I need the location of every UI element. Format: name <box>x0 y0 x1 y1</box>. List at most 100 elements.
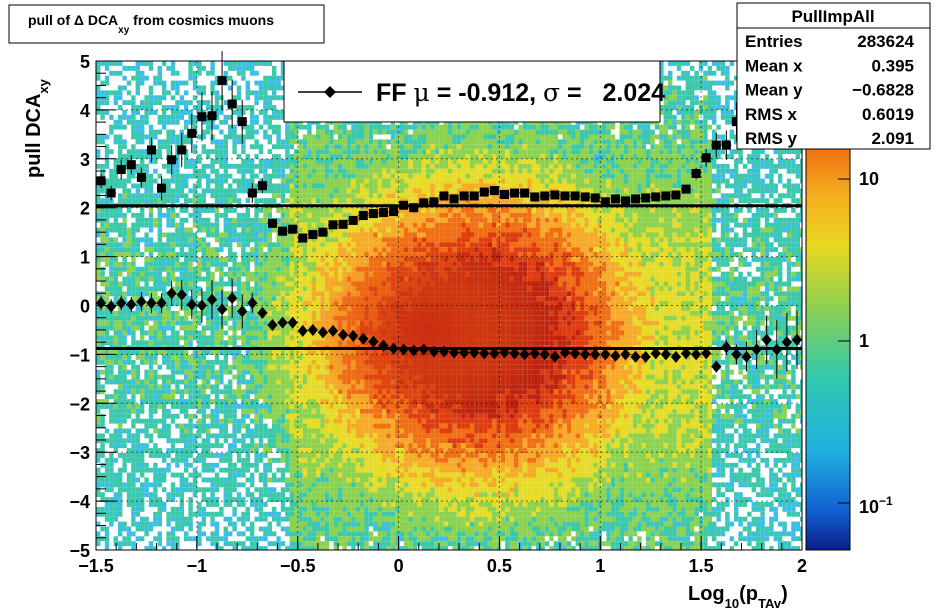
heatmap-cell <box>263 404 268 409</box>
heatmap-cell <box>153 310 158 316</box>
heatmap-cell <box>329 154 334 159</box>
heatmap-cell <box>263 173 268 179</box>
heatmap-cell <box>135 301 140 306</box>
heatmap-cell <box>184 340 189 346</box>
heatmap-cell <box>126 438 132 444</box>
heatmap-cell <box>307 453 312 458</box>
heatmap-cell <box>276 276 281 282</box>
heatmap-cell <box>263 394 268 400</box>
heatmap-cell <box>360 227 365 233</box>
heatmap-cell <box>245 296 250 302</box>
heatmap-cell <box>184 217 189 223</box>
heatmap-cell <box>148 408 154 414</box>
heatmap-cell <box>96 149 101 155</box>
heatmap-cell <box>113 217 118 223</box>
heatmap-cell <box>272 193 277 199</box>
heatmap-cell <box>113 330 118 336</box>
heatmap-cell <box>307 320 312 326</box>
heatmap-cell <box>302 423 308 429</box>
heatmap-cell <box>140 408 145 414</box>
heatmap-cell <box>179 271 184 277</box>
heatmap-cell <box>289 399 294 404</box>
heatmap-cell <box>219 433 224 439</box>
heatmap-cell <box>192 173 198 179</box>
heatmap-cell <box>302 261 308 267</box>
heatmap-cell <box>285 394 290 400</box>
heatmap-cell <box>175 448 180 453</box>
heatmap-cell <box>179 487 184 493</box>
heatmap-cell <box>228 257 233 262</box>
heatmap-cell <box>267 350 272 355</box>
heatmap-cell <box>118 208 123 213</box>
heatmap-cell <box>342 183 347 189</box>
heatmap-cell <box>206 310 211 316</box>
heatmap-cell <box>245 492 250 498</box>
heatmap-cell <box>351 198 356 204</box>
heatmap-cell <box>104 100 110 106</box>
heatmap-cell <box>258 286 264 292</box>
heatmap-cell <box>179 428 184 434</box>
heatmap-cell <box>364 457 369 463</box>
heatmap-cell <box>126 188 132 194</box>
heatmap-cell <box>104 261 110 267</box>
heatmap-cell <box>285 247 290 253</box>
heatmap-cell <box>272 296 277 302</box>
heatmap-cell <box>214 198 220 204</box>
heatmap-cell <box>223 281 228 287</box>
heatmap-cell <box>113 389 118 395</box>
heatmap-cell <box>280 291 286 297</box>
heatmap-cell <box>289 242 294 248</box>
heatmap-cell <box>228 173 233 179</box>
heatmap-cell <box>197 159 202 164</box>
heatmap-cell <box>329 212 334 218</box>
heatmap-cell <box>192 198 198 204</box>
heatmap-cell <box>131 448 136 453</box>
heatmap-cell <box>166 364 171 370</box>
heatmap-cell <box>245 526 250 532</box>
heatmap-cell <box>307 281 312 287</box>
heatmap-cell <box>118 212 123 218</box>
heatmap-cell <box>131 335 136 341</box>
heatmap-cell <box>360 477 365 483</box>
heatmap-cell <box>360 423 365 429</box>
heatmap-cell <box>175 359 180 365</box>
heatmap-cell <box>148 266 154 272</box>
heatmap-cell <box>311 487 316 493</box>
heatmap-cell <box>276 75 281 81</box>
heatmap-cell <box>333 232 338 238</box>
heatmap-cell <box>184 335 189 341</box>
heatmap-cell <box>294 482 299 488</box>
heatmap-cell <box>96 271 101 277</box>
heatmap-cell <box>192 413 198 419</box>
heatmap-cell <box>267 163 272 169</box>
heatmap-cell <box>294 173 299 179</box>
heatmap-cell <box>140 497 145 502</box>
heatmap-cell <box>104 163 110 169</box>
heatmap-cell <box>140 389 145 395</box>
heatmap-cell <box>109 325 114 331</box>
heatmap-cell <box>175 340 180 346</box>
heatmap-cell <box>276 129 281 135</box>
heatmap-cell <box>311 154 316 159</box>
heatmap-cell <box>364 467 369 473</box>
heatmap-cell <box>118 497 123 502</box>
heatmap-cell <box>162 198 167 204</box>
heatmap-cell <box>210 252 215 257</box>
heatmap-cell <box>338 541 343 547</box>
heatmap-cell <box>272 394 277 400</box>
heatmap-cell <box>219 301 224 306</box>
heatmap-cell <box>360 404 365 409</box>
heatmap-cell <box>333 266 338 272</box>
heatmap-cell <box>316 237 321 243</box>
heatmap-cell <box>333 154 338 159</box>
heatmap-cell <box>316 472 321 478</box>
heatmap-cell <box>192 168 198 174</box>
heatmap-cell <box>360 159 365 164</box>
heatmap-cell <box>280 497 286 502</box>
heatmap-cell <box>285 198 290 204</box>
heatmap-cell <box>219 198 224 204</box>
heatmap-cell <box>320 408 325 414</box>
heatmap-cell <box>135 65 140 71</box>
heatmap-cell <box>184 183 189 189</box>
heatmap-cell <box>192 149 198 155</box>
